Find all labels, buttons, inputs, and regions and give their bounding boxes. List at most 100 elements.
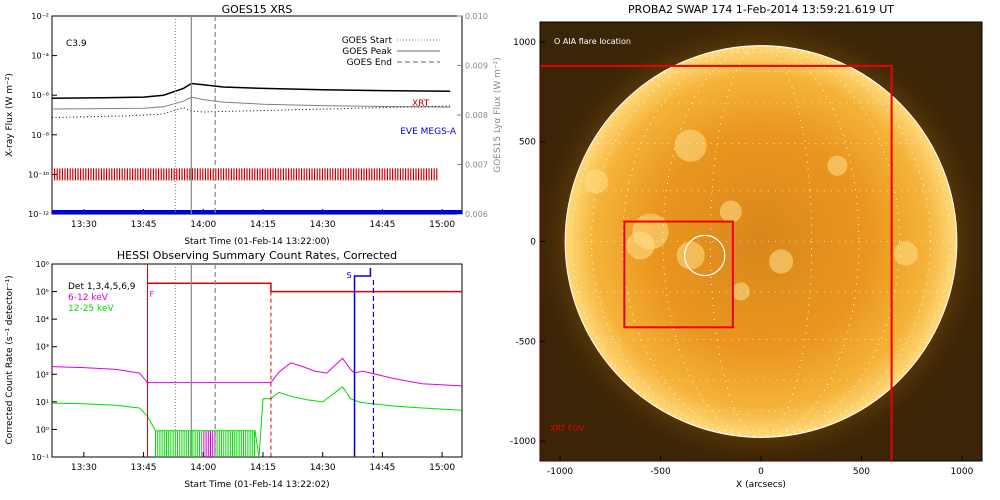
swap-xlabel: X (arcsecs) (736, 480, 786, 490)
active-region (731, 282, 750, 301)
hessi-ytick-label: 10⁻¹ (31, 453, 49, 462)
swap-title: PROBA2 SWAP 174 1-Feb-2014 13:59:21.619 … (628, 3, 894, 16)
goes-eve-label: EVE MEGS-A (400, 127, 457, 137)
goes-xlabel: Start Time (01-Feb-14 13:22:00) (184, 237, 329, 247)
goes-x-ticks: 13:30 13:45 14:00 14:15 14:30 14:45 15:00 (71, 209, 455, 230)
hessi-legend-det: Det 1,3,4,5,6,9 (68, 282, 136, 292)
active-region (626, 231, 655, 260)
goes-title: GOES15 XRS (222, 3, 293, 16)
hessi-low-series (52, 357, 462, 387)
goes-legend-peak: GOES Peak (342, 47, 392, 57)
hessi-ytick-label: 10³ (36, 343, 49, 352)
hessi-x-ticks: 13:30 13:45 14:00 14:15 14:30 14:45 15:00 (71, 452, 455, 473)
goes-ylabel-left: X-ray Flux (W m⁻²) (5, 73, 15, 157)
goes-class-label: C3.9 (66, 39, 87, 49)
goes-ytick-label: 10⁻² (31, 12, 49, 21)
hessi-legend-low: 6-12 keV (68, 293, 109, 303)
hessi-plot-frame (51, 263, 463, 458)
hessi-flag-f: F (150, 290, 155, 299)
goes-ytick-label: 10⁻⁸ (31, 131, 49, 140)
hessi-xtick-label: 15:00 (429, 463, 455, 473)
swap-xrt-fov-label: XRT FOV (550, 424, 585, 433)
goes-ytick-right-label: 0.006 (465, 210, 488, 219)
hessi-ytick-label: 10¹ (36, 398, 49, 407)
hessi-saa-bracket (353, 268, 372, 457)
goes-xtick-label: 14:30 (310, 220, 336, 230)
swap-y-ticks: -1000 -500 0 500 1000 (510, 38, 545, 447)
active-region (584, 169, 609, 194)
goes-xrt-label: XRT (412, 99, 430, 109)
hessi-mid-series (52, 386, 462, 457)
hessi-attenuator-series (147, 282, 462, 293)
goes-legend-start: GOES Start (342, 36, 393, 46)
zoom-box (623, 220, 734, 329)
hessi-xtick-label: 14:15 (250, 463, 276, 473)
xrt-fov-box (540, 64, 893, 461)
swap-xtick-label: 500 (853, 467, 870, 477)
goes-xtick-label: 13:30 (71, 220, 97, 230)
goes-ytick-right-label: 0.009 (465, 62, 488, 71)
active-region (893, 241, 918, 266)
goes-plot-frame (51, 15, 463, 215)
goes-xtick-label: 14:45 (369, 220, 395, 230)
goes-legend-end: GOES End (347, 58, 392, 68)
swap-xtick-label: -1000 (547, 467, 573, 477)
hessi-flag-s: S (347, 271, 352, 280)
grid-longitude (662, 45, 860, 438)
swap-ytick-label: 0 (530, 238, 536, 248)
goes-ytick-label: 10⁻¹² (28, 210, 49, 219)
grid-longitude (622, 45, 900, 438)
hessi-ytick-label: 10⁶ (36, 260, 49, 269)
goes-ytick-label: 10⁻⁴ (31, 52, 49, 61)
grid-longitude (590, 45, 932, 438)
swap-x-ticks: -1000 -500 0 500 1000 (547, 456, 974, 477)
goes-ytick-right-label: 0.010 (465, 12, 488, 21)
hessi-xtick-label: 14:00 (190, 463, 216, 473)
active-region (674, 129, 707, 162)
swap-xtick-label: 0 (758, 467, 764, 477)
swap-ytick-label: -500 (516, 337, 537, 347)
goes-xtick-label: 14:00 (190, 220, 216, 230)
hessi-y-ticks: 10⁻¹ 10⁰ 10¹ 10² 10³ 10⁴ 10⁵ 10⁶ (31, 260, 57, 462)
hessi-title: HESSI Observing Summary Count Rates, Cor… (117, 249, 397, 262)
hessi-panel: HESSI Observing Summary Count Rates, Cor… (5, 249, 463, 490)
goes-ytick-label: 10⁻⁶ (31, 91, 49, 100)
goes-xrt-ticks (52, 168, 438, 181)
goes-legend: GOES Start GOES Peak GOES End (342, 36, 440, 68)
swap-xtick-label: -500 (650, 467, 671, 477)
hessi-xtick-label: 13:45 (131, 463, 157, 473)
goes-ytick-right-label: 0.007 (465, 161, 488, 170)
hessi-xtick-label: 14:45 (369, 463, 395, 473)
hessi-xtick-label: 13:30 (71, 463, 97, 473)
hessi-legend-mid: 12-25 keV (68, 304, 114, 314)
heliographic-grid (565, 45, 957, 438)
hessi-xlabel: Start Time (01-Feb-14 13:22:02) (184, 480, 329, 490)
hessi-xtick-label: 14:30 (310, 463, 336, 473)
goes-long-series (52, 82, 451, 100)
goes-ylabel-right: GOES15 Lyα Flux (W m⁻²) (493, 57, 503, 173)
goes-lyx-series (52, 105, 451, 118)
hessi-ytick-label: 10⁵ (36, 288, 49, 297)
goes-xtick-label: 13:45 (131, 220, 157, 230)
goes-left-ticks: 10⁻² 10⁻⁴ 10⁻⁶ 10⁻⁸ 10⁻¹⁰ 10⁻¹² (28, 12, 57, 219)
active-region (827, 155, 848, 176)
swap-panel: PROBA2 SWAP 174 1-Feb-2014 13:59:21.619 … (510, 3, 983, 490)
goes-xtick-label: 14:15 (250, 220, 276, 230)
goes-short-series (52, 96, 451, 110)
goes-ytick-right-label: 0.008 (465, 111, 488, 120)
hessi-ytick-label: 10² (36, 370, 49, 379)
swap-ytick-label: 500 (519, 138, 536, 148)
hessi-ylabel: Corrected Count Rate (s⁻¹ detector⁻¹) (5, 275, 15, 444)
hessi-legend: Det 1,3,4,5,6,9 6-12 keV 12-25 keV (68, 282, 136, 314)
swap-aia-label: O AIA flare location (554, 37, 631, 46)
active-region (769, 249, 794, 274)
hessi-ytick-label: 10⁰ (36, 425, 49, 434)
hessi-ytick-label: 10⁴ (36, 315, 49, 324)
active-region (719, 200, 742, 223)
goes-panel: GOES15 XRS C3.9 10⁻²10⁻⁴10⁻⁶10⁻⁸10⁻¹⁰10⁻… (5, 3, 503, 247)
active-region (676, 241, 705, 270)
swap-ytick-label: -1000 (510, 437, 536, 447)
goes-xtick-label: 15:00 (429, 220, 455, 230)
swap-xtick-label: 1000 (950, 467, 973, 477)
